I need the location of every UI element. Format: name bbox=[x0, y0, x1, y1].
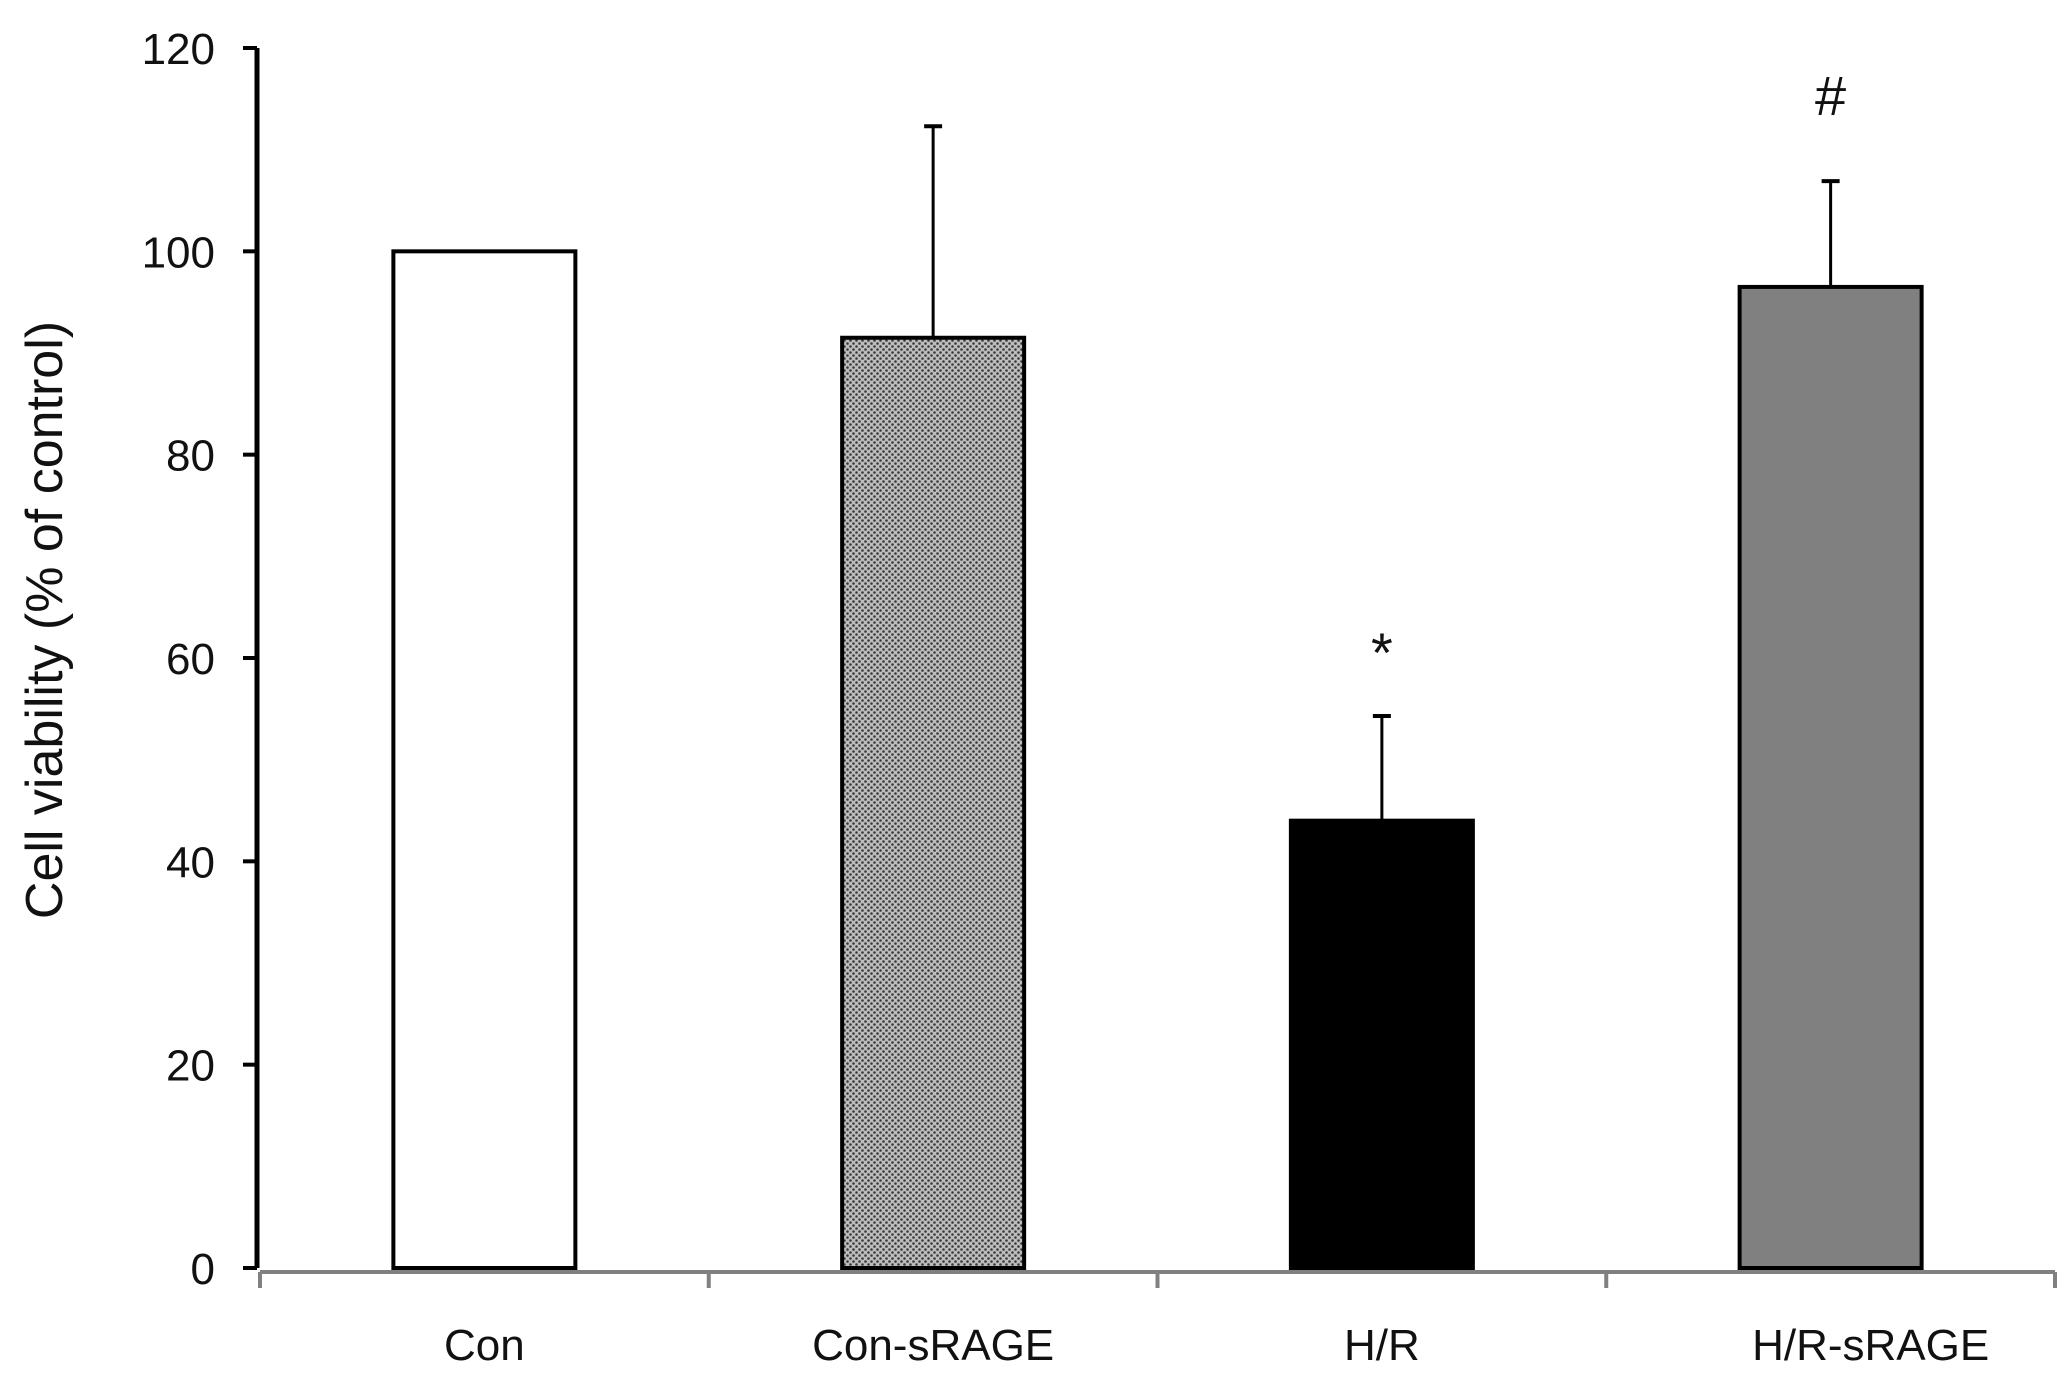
bar-h-r-srage bbox=[1737, 284, 1924, 1270]
y-tick-label: 80 bbox=[166, 432, 215, 481]
x-category-label: H/R bbox=[1344, 1321, 1420, 1370]
bar-h-r bbox=[1288, 818, 1475, 1271]
x-category-label: Con bbox=[444, 1321, 525, 1370]
x-category-label: H/R-sRAGE bbox=[1752, 1321, 1989, 1370]
y-tick-label: 100 bbox=[142, 228, 215, 277]
axes-group bbox=[243, 46, 2057, 1288]
y-tick-label: 60 bbox=[166, 635, 215, 684]
significance-marker: # bbox=[1815, 64, 1846, 127]
labels-group: 0 20 40 60 80 100 120 Con Con-sRAGE * H/R # H/R-sRAG… bbox=[142, 25, 1990, 1370]
y-tick-label: 40 bbox=[166, 838, 215, 887]
significance-marker: * bbox=[1371, 621, 1393, 684]
bars-group bbox=[391, 124, 1924, 1271]
x-category-label: Con-sRAGE bbox=[812, 1321, 1054, 1370]
y-tick-label: 0 bbox=[191, 1245, 215, 1294]
y-tick-label: 120 bbox=[142, 25, 215, 74]
bar-con bbox=[391, 249, 578, 1271]
y-tick-label: 20 bbox=[166, 1042, 215, 1091]
bar-con-srage bbox=[840, 335, 1027, 1270]
y-axis-title: Cell viability (% of control) bbox=[16, 321, 74, 919]
